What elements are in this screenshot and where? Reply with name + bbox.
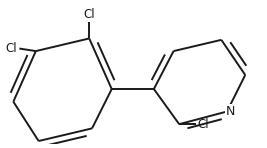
Text: Cl: Cl bbox=[83, 8, 95, 21]
Text: Cl: Cl bbox=[197, 118, 209, 131]
Text: Cl: Cl bbox=[5, 42, 17, 55]
Text: N: N bbox=[225, 105, 235, 118]
